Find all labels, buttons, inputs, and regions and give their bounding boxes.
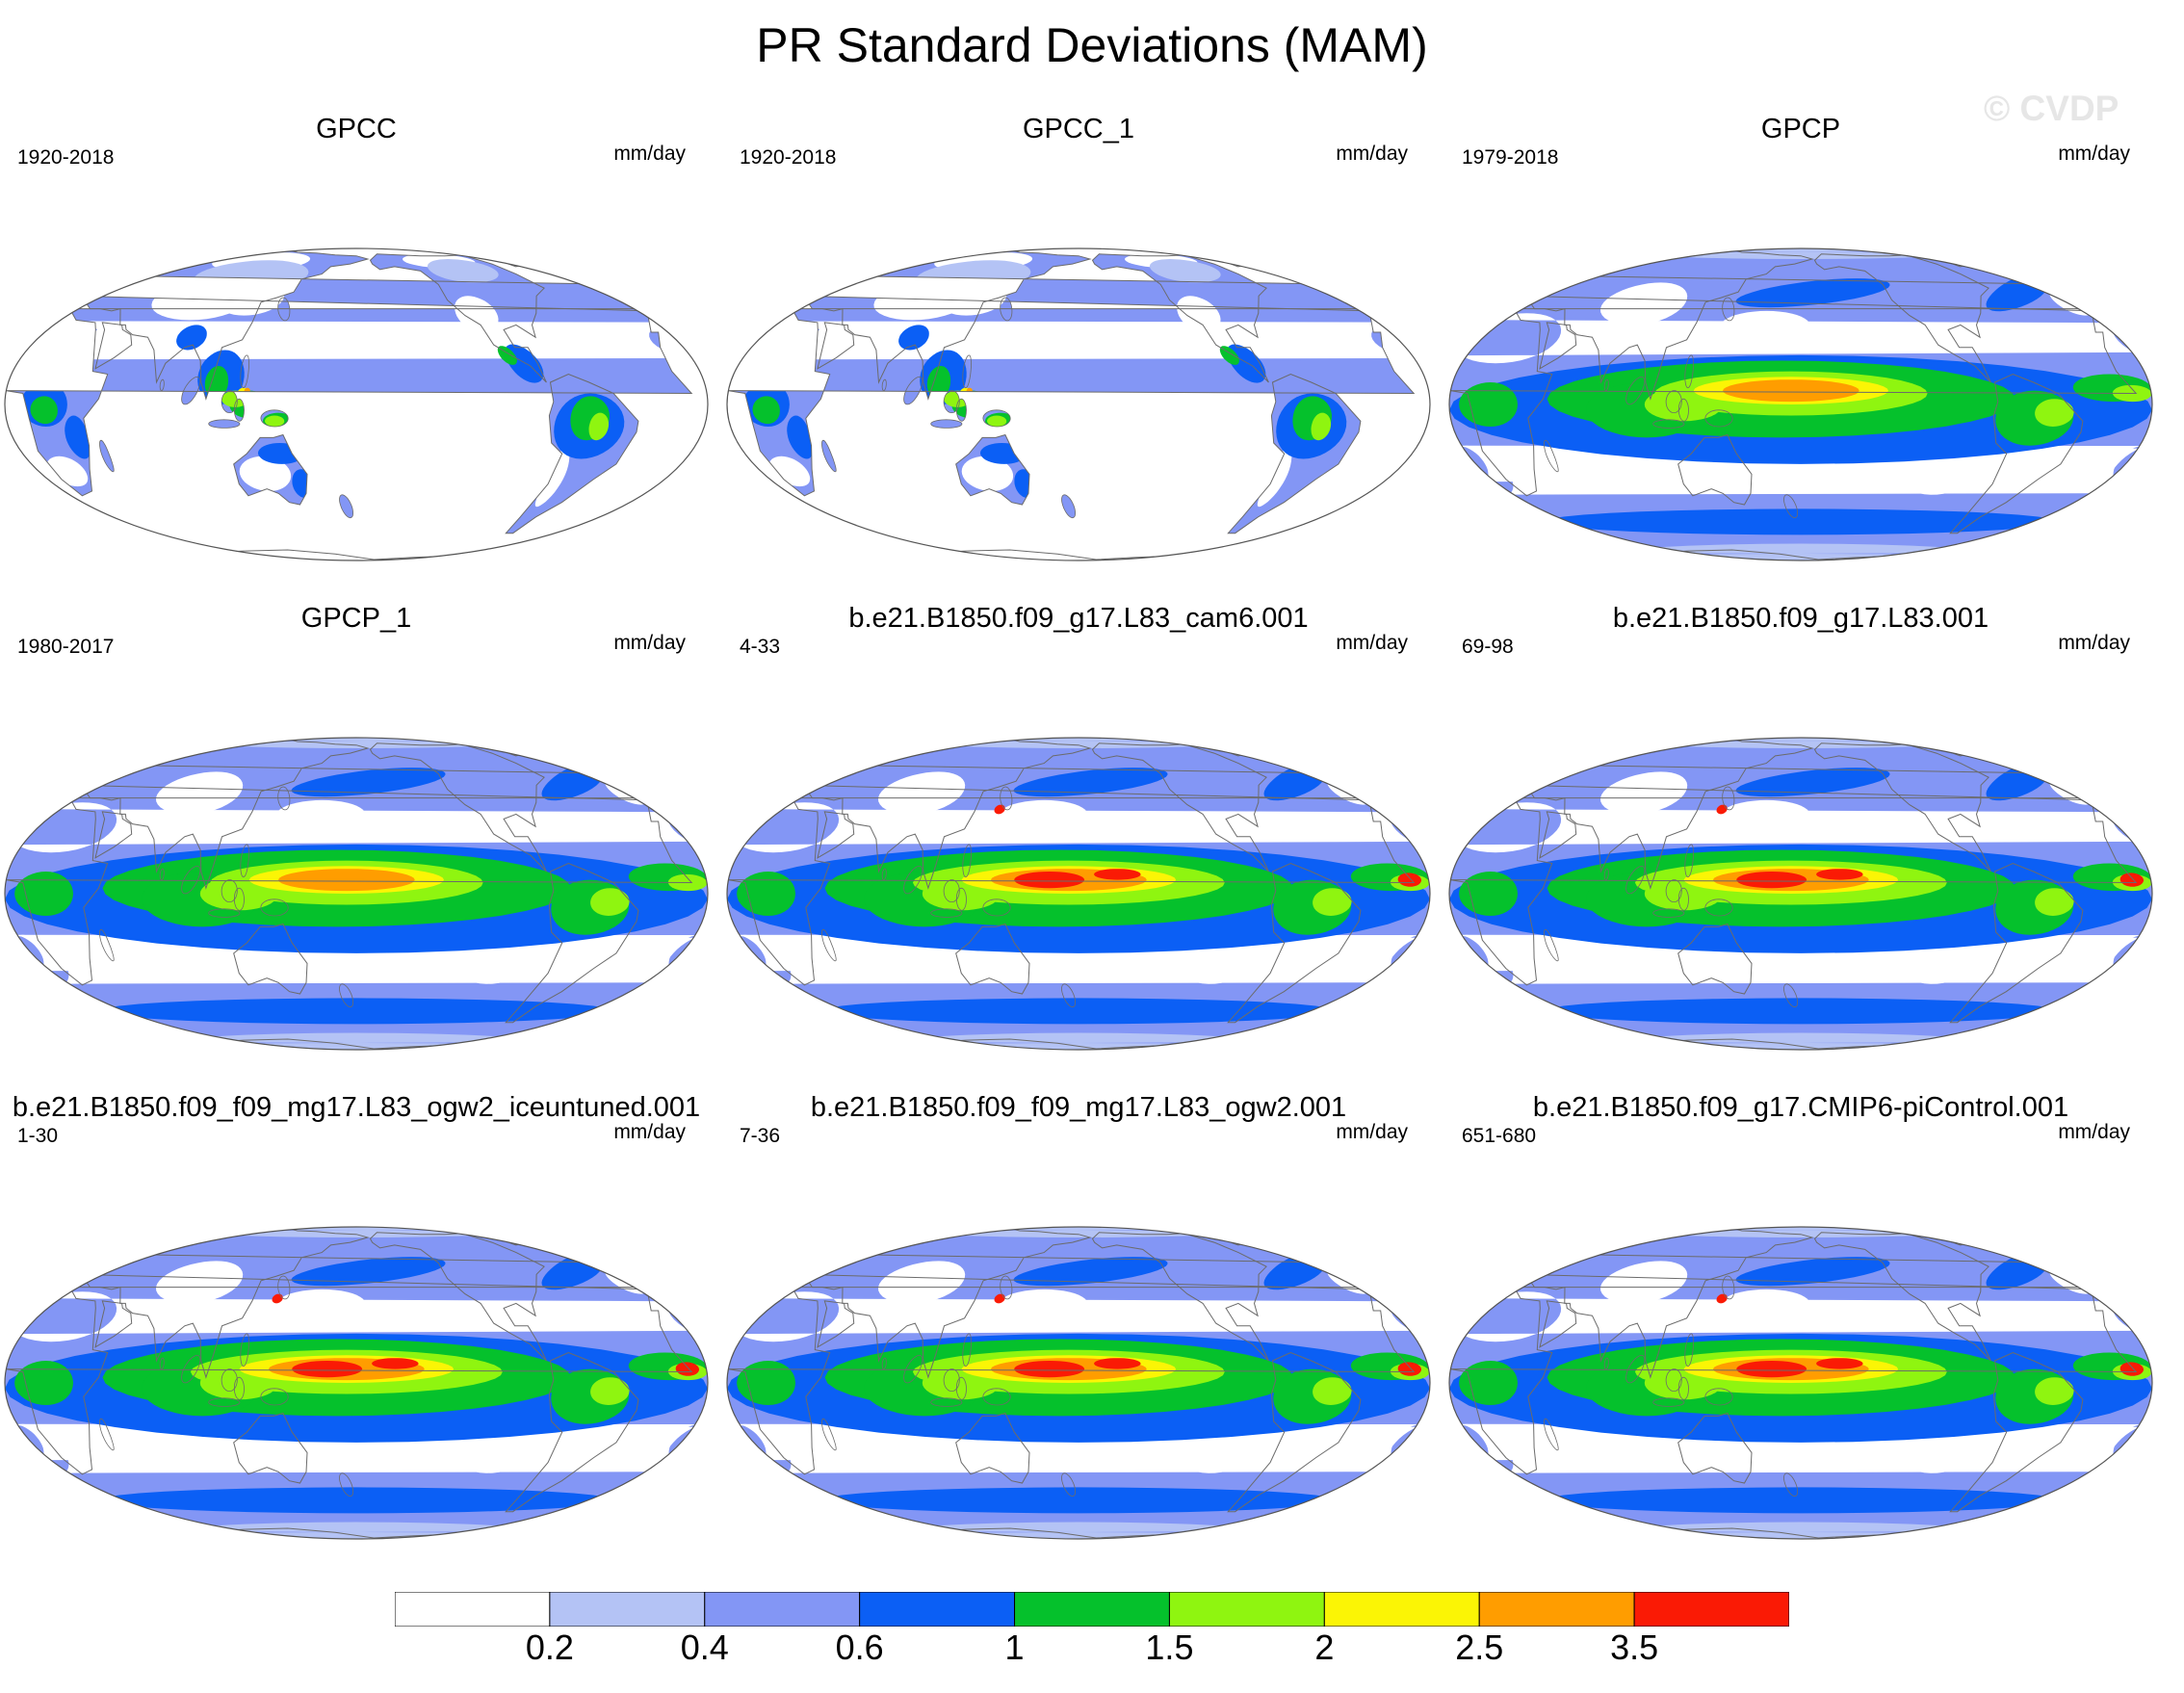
- panel-period: 7-36: [740, 1125, 781, 1147]
- panel-title: GPCC: [316, 114, 397, 144]
- map-panel-gpcc-1: GPCC_1 1920-2018 mm/day: [722, 114, 1435, 576]
- panel-period: 1-30: [17, 1125, 59, 1147]
- panel-title: b.e21.B1850.f09_g17.CMIP6-piControl.001: [1532, 1092, 2069, 1123]
- panel-title: b.e21.B1850.f09_g17.L83.001: [1612, 603, 1989, 634]
- panel-period: 69-98: [1462, 636, 1514, 658]
- world-map-land-only: [726, 247, 1431, 561]
- colorbar-swatch: [549, 1592, 706, 1627]
- panel-title: b.e21.B1850.f09_f09_mg17.L83_ogw2.001: [810, 1092, 1347, 1123]
- cvdp-watermark: © CVDP: [1984, 89, 2119, 128]
- colorbar-swatch: [395, 1592, 551, 1627]
- panel-period: 1920-2018: [17, 146, 115, 169]
- map-panel-gpcc: GPCC 1920-2018 mm/day: [0, 114, 713, 576]
- panel-units: mm/day: [613, 1121, 686, 1143]
- colorbar-tick-label: 1.5: [1145, 1628, 1194, 1667]
- panel-title: GPCC_1: [1022, 114, 1135, 144]
- colorbar-swatch: [1014, 1592, 1170, 1627]
- map-panel-gpcp-1: GPCP_1 1980-2017 mm/day: [0, 603, 713, 1065]
- colorbar-tick-label: 1: [1004, 1628, 1025, 1667]
- colorbar-tick-label: 2: [1314, 1628, 1335, 1667]
- panel-title: GPCP: [1760, 114, 1841, 144]
- panel-units: mm/day: [2058, 1121, 2130, 1143]
- panel-units: mm/day: [1336, 1121, 1408, 1143]
- world-map-global: [726, 1226, 1431, 1540]
- world-map-global: [1448, 1226, 2153, 1540]
- panel-units: mm/day: [2058, 632, 2130, 654]
- colorbar-tick-label: 2.5: [1455, 1628, 1504, 1667]
- panel-period: 1920-2018: [740, 146, 837, 169]
- panel-title: GPCP_1: [300, 603, 412, 634]
- world-map-global: [4, 737, 709, 1051]
- world-map-global: [1448, 737, 2153, 1051]
- map-panel-cmip6-picontrol: b.e21.B1850.f09_g17.CMIP6-piControl.001 …: [1444, 1092, 2157, 1554]
- figure-title: PR Standard Deviations (MAM): [756, 18, 1428, 72]
- colorbar-tick-label: 3.5: [1610, 1628, 1659, 1667]
- panel-units: mm/day: [2058, 143, 2130, 165]
- panel-units: mm/day: [613, 632, 686, 654]
- colorbar-swatch: [1478, 1592, 1635, 1627]
- colorbar-tick-label: 0.4: [680, 1628, 729, 1667]
- map-panel-gpcp: GPCP 1979-2018 mm/day: [1444, 114, 2157, 576]
- panel-period: 651-680: [1462, 1125, 1537, 1147]
- map-panel-ogw2: b.e21.B1850.f09_f09_mg17.L83_ogw2.001 7-…: [722, 1092, 1435, 1554]
- colorbar-tick-label: 0.2: [525, 1628, 574, 1667]
- map-panel-cam6: b.e21.B1850.f09_g17.L83_cam6.001 4-33 mm…: [722, 603, 1435, 1065]
- map-panel-l83: b.e21.B1850.f09_g17.L83.001 69-98 mm/day: [1444, 603, 2157, 1065]
- panel-title: b.e21.B1850.f09_g17.L83_cam6.001: [848, 603, 1309, 634]
- world-map-global: [1448, 247, 2153, 561]
- panel-period: 1979-2018: [1462, 146, 1559, 169]
- world-map-land-only: [4, 247, 709, 561]
- panel-units: mm/day: [1336, 143, 1408, 165]
- map-panel-ogw2-iceuntuned: b.e21.B1850.f09_f09_mg17.L83_ogw2_iceunt…: [0, 1092, 713, 1554]
- world-map-global: [4, 1226, 709, 1540]
- colorbar-swatch: [704, 1592, 861, 1627]
- colorbar: [395, 1592, 1789, 1627]
- colorbar-swatch: [859, 1592, 1016, 1627]
- colorbar-swatch: [1323, 1592, 1480, 1627]
- colorbar-tick-label: 0.6: [835, 1628, 884, 1667]
- colorbar-swatch: [1168, 1592, 1325, 1627]
- panel-period: 4-33: [740, 636, 781, 658]
- panel-title: b.e21.B1850.f09_f09_mg17.L83_ogw2_iceunt…: [12, 1092, 701, 1123]
- world-map-global: [726, 737, 1431, 1051]
- colorbar-swatch: [1633, 1592, 1789, 1627]
- panel-units: mm/day: [1336, 632, 1408, 654]
- colorbar-labels: 0.2 0.4 0.6 1 1.5 2 2.5 3.5: [0, 1628, 2184, 1676]
- panel-units: mm/day: [613, 143, 686, 165]
- panel-period: 1980-2017: [17, 636, 115, 658]
